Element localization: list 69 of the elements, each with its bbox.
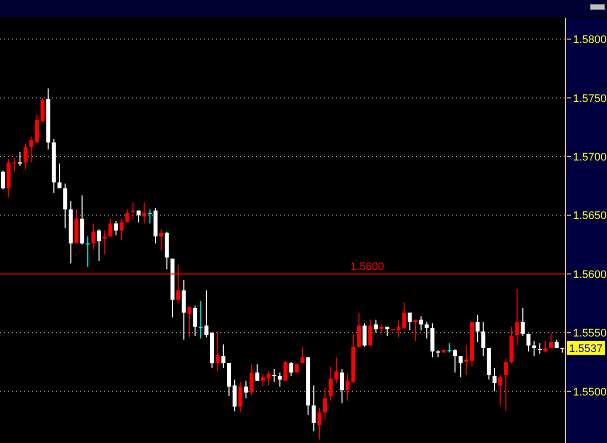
candlestick [526, 333, 530, 352]
candlestick [520, 307, 525, 337]
candlestick [300, 346, 304, 364]
candlestick [125, 208, 130, 223]
candlestick [340, 368, 344, 404]
candlestick [1, 170, 5, 190]
candlestick [538, 342, 542, 354]
candlestick [413, 319, 418, 342]
candlestick [136, 210, 141, 223]
candlestick [221, 344, 226, 368]
candlestick [504, 358, 508, 412]
candlestick [193, 305, 198, 337]
candlestick [86, 236, 90, 268]
candlestick [284, 360, 288, 382]
candlestick [289, 361, 294, 377]
candlestick [356, 312, 361, 348]
y-tick-label: 1.5800 [573, 34, 607, 46]
candlestick [312, 384, 316, 432]
candlestick [492, 367, 497, 392]
candlestick [24, 143, 28, 170]
y-tick-label: 1.5750 [573, 92, 607, 105]
candlestick [198, 300, 203, 340]
candlestick [187, 306, 192, 338]
ref-line-label: 1.5600 [350, 260, 384, 273]
candlestick [244, 380, 248, 399]
candlestick [278, 372, 282, 388]
candlestick [515, 288, 520, 346]
candlestick [317, 407, 322, 440]
candlestick [362, 322, 367, 348]
y-tick-label: 1.5500 [573, 386, 607, 398]
candlestick [453, 348, 457, 374]
y-tick-label: 1.5650 [573, 210, 607, 222]
candlestick [255, 364, 260, 382]
candlestick [159, 228, 164, 251]
candlestick [447, 342, 452, 354]
candlestick [114, 220, 118, 236]
candlestick [408, 312, 412, 331]
candlestick [250, 364, 254, 396]
candlestick [97, 228, 102, 262]
candlestick [63, 183, 68, 229]
candlestick [481, 322, 486, 357]
candlestick [458, 356, 463, 378]
y-tick-label: 1.5700 [573, 152, 607, 164]
candlestick [238, 381, 242, 413]
candlestick [532, 340, 536, 357]
candlestick [543, 340, 548, 354]
candlestick [148, 208, 152, 224]
candlestick [424, 322, 429, 340]
candlestick [430, 322, 434, 358]
candlestick [108, 218, 112, 237]
candlestick [374, 319, 378, 334]
y-tick-label: 1.5600 [573, 268, 607, 281]
candlestick [549, 332, 554, 348]
candlestick [142, 202, 146, 224]
candlestick [498, 374, 502, 406]
candlestick [328, 366, 333, 402]
candlestick [368, 319, 372, 346]
candlestick [334, 356, 338, 384]
y-tick-label: 1.5550 [573, 328, 607, 340]
candlestick [58, 163, 62, 189]
candlestick [476, 314, 480, 343]
candlestick [346, 373, 350, 402]
candlestick [91, 222, 96, 250]
candlestick [216, 330, 220, 372]
annotation: 1.5537 [569, 342, 603, 355]
candlestick [182, 279, 186, 340]
candlestick [120, 218, 124, 240]
candlestick [419, 316, 424, 331]
candlestick [323, 387, 328, 420]
